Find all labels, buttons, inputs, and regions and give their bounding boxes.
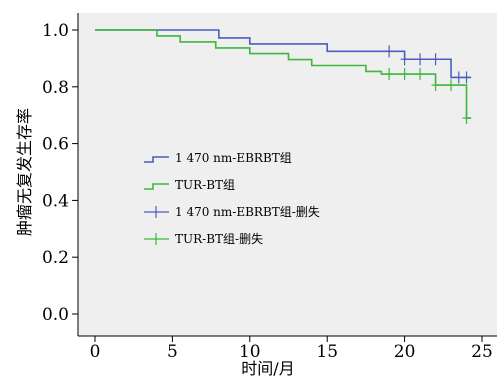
legend-swatch-line: [144, 156, 169, 163]
censor-mark-turbt: [416, 68, 425, 81]
censor-mark-ebrbt: [462, 71, 471, 84]
legend-item: 1 470 nm-EBRBT组: [144, 151, 292, 165]
legend-label: 1 470 nm-EBRBT组-删失: [175, 204, 320, 219]
censor-mark-turbt: [447, 79, 456, 92]
y-axis: 0.0 0.2 0.4 0.6 0.8 1.0: [42, 13, 79, 336]
x-tick-label: 5: [167, 342, 178, 362]
censor-mark-ebrbt: [454, 71, 463, 84]
x-axis: 0 5 10 15 20 25: [78, 335, 497, 362]
censor-mark-turbt: [431, 79, 440, 92]
censor-mark-turbt: [400, 68, 409, 81]
censor-mark-ebrbt: [431, 53, 440, 66]
y-tick-label: 0.0: [42, 305, 69, 325]
legend-label: 1 470 nm-EBRBT组: [175, 151, 292, 165]
censor-mark-ebrbt: [416, 53, 425, 66]
y-tick-label: 0.4: [42, 191, 69, 211]
series-line-ebrbt: [95, 29, 472, 79]
legend-swatch-line: [144, 183, 169, 190]
legend: 1 470 nm-EBRBT组 TUR-BT组 1 470 nm-EBRBT组-删失…: [144, 151, 320, 246]
censor-mark-turbt: [385, 68, 394, 81]
plot-area: [78, 13, 497, 336]
x-axis-title: 时间/月: [241, 359, 294, 378]
x-tick-label: 15: [316, 342, 338, 362]
censor-mark-turbt: [462, 112, 471, 125]
x-tick-label: 0: [90, 342, 101, 362]
y-tick-label: 0.8: [42, 78, 69, 98]
y-tick-label: 0.2: [42, 248, 69, 268]
legend-label: TUR-BT组: [175, 178, 235, 192]
censor-mark-ebrbt: [385, 45, 394, 58]
x-tick-label: 20: [394, 342, 416, 362]
x-tick-label: 25: [471, 342, 493, 362]
y-tick-label: 0.6: [42, 135, 69, 155]
x-tick-label: 10: [239, 342, 261, 362]
legend-label: TUR-BT组-删失: [175, 231, 263, 246]
censor-layer: [385, 45, 471, 125]
legend-item: 1 470 nm-EBRBT组-删失: [144, 204, 320, 219]
legend-item: TUR-BT组: [144, 178, 235, 192]
y-tick-label: 1.0: [42, 21, 69, 41]
legend-item: TUR-BT组-删失: [144, 231, 263, 246]
y-axis-title: 肿瘤无复发生存率: [15, 108, 34, 236]
censor-mark-ebrbt: [400, 53, 409, 66]
